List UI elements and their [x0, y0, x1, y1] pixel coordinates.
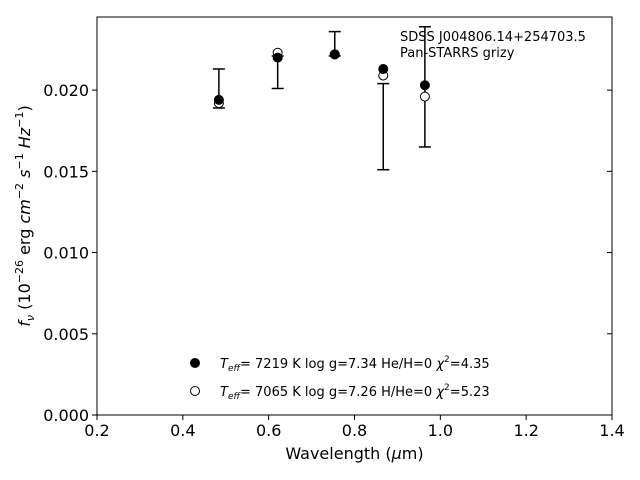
x-tick-label: 0.6	[256, 421, 281, 440]
x-tick-label: 0.4	[170, 421, 195, 440]
x-tick-label: 1.2	[513, 421, 538, 440]
model-point-open	[419, 91, 430, 102]
legend-entry-2: Teff= 7065 K log g=7.26 H/He=0 χ2=5.23	[220, 383, 490, 402]
annotation-object-name: SDSS J004806.14+254703.5	[400, 30, 586, 45]
x-tick-label: 1.4	[599, 421, 624, 440]
legend-entry-1: Teff= 7219 K log g=7.34 He/H=0 χ2=4.35	[220, 355, 490, 374]
model-point-filled	[329, 49, 340, 60]
legend-marker-open	[190, 386, 200, 396]
x-tick-label: 0.8	[342, 421, 367, 440]
y-tick-label: 0.000	[43, 406, 89, 425]
annotation-survey: Pan-STARRS grizy	[400, 46, 515, 61]
x-axis-label: Wavelength (μm)	[285, 444, 423, 463]
y-axis-label: fν (10−26 erg cm−2 s−1 Hz−1)	[13, 105, 37, 326]
legend: Teff= 7219 K log g=7.34 He/H=0 χ2=4.35 T…	[190, 355, 490, 402]
plot-frame	[96, 16, 613, 416]
y-tick-label: 0.015	[43, 162, 89, 181]
y-tick-label: 0.010	[43, 244, 89, 263]
y-axis: 0.000 0.005 0.010 0.015 0.020	[43, 81, 612, 425]
model-point-filled	[272, 52, 283, 63]
legend-marker-filled	[190, 358, 200, 368]
x-axis: 0.2 0.4 0.6 0.8 1.0 1.2 1.4	[84, 415, 625, 440]
y-tick-label: 0.005	[43, 325, 89, 344]
error-bars	[212, 25, 431, 171]
x-tick-label: 1.0	[428, 421, 453, 440]
model-point-filled	[378, 63, 389, 74]
model-point-filled	[213, 94, 224, 105]
data-points	[213, 47, 430, 109]
x-tick-label: 0.2	[84, 421, 109, 440]
model-point-filled	[419, 80, 430, 91]
y-tick-label: 0.020	[43, 81, 89, 100]
